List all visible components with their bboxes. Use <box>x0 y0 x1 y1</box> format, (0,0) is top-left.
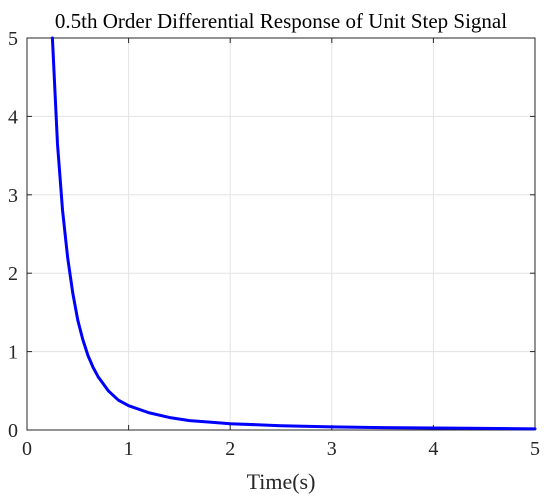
grid <box>27 38 535 430</box>
ticks <box>26 37 536 431</box>
x-tick-label: 5 <box>530 438 540 460</box>
plot-frame <box>26 37 536 431</box>
y-tick-labels: 0 1 2 3 4 5 <box>8 28 18 442</box>
y-tick-label: 2 <box>8 263 18 285</box>
series-layer <box>50 36 537 431</box>
y-tick-label: 1 <box>8 342 18 364</box>
y-tick-label: 0 <box>8 420 18 442</box>
y-tick-label: 4 <box>8 106 18 128</box>
x-axis-label: Time(s) <box>247 469 316 494</box>
chart-title: 0.5th Order Differential Response of Uni… <box>55 9 507 33</box>
x-tick-label: 4 <box>428 438 438 460</box>
x-tick-label: 1 <box>124 438 134 460</box>
x-tick-label: 0 <box>22 438 32 460</box>
y-tick-label: 5 <box>8 28 18 50</box>
y-tick-label: 3 <box>8 185 18 207</box>
x-tick-labels: 0 1 2 3 4 5 <box>22 438 540 460</box>
x-tick-label: 2 <box>225 438 235 460</box>
x-tick-label: 3 <box>327 438 337 460</box>
series-line <box>50 36 537 431</box>
